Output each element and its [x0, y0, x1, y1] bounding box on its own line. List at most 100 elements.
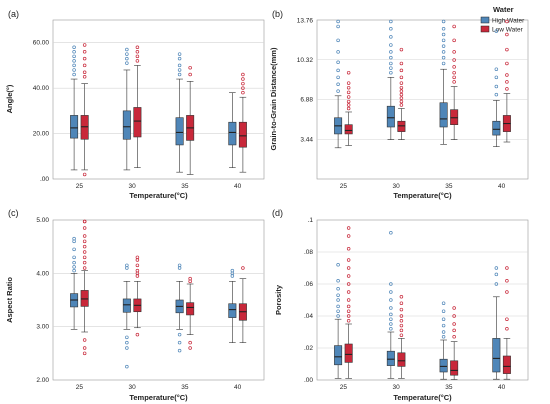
- outlier-point: [389, 231, 393, 235]
- outlier-point: [72, 255, 76, 260]
- outlier-point: [336, 279, 340, 283]
- outlier-point: [72, 63, 76, 68]
- box-high-water: [439, 301, 448, 380]
- y-tick-label: 20.00: [33, 131, 50, 138]
- x-tick-labels-a: 25 30 35 40: [76, 183, 242, 190]
- box-high-water: [175, 263, 184, 353]
- legend-label-low-water: Low Water: [492, 27, 524, 34]
- outlier-point: [494, 282, 499, 286]
- outlier-point: [82, 50, 87, 54]
- outlier-point: [452, 50, 456, 54]
- legend-title: Water: [493, 5, 514, 14]
- outlier-point: [346, 274, 351, 278]
- outlier-point: [177, 340, 182, 345]
- box-high-water: [70, 236, 79, 330]
- x-tick-label: 25: [340, 183, 348, 190]
- outlier-point: [389, 298, 393, 302]
- outlier-point: [336, 50, 340, 54]
- panel-label-a: (a): [8, 9, 19, 19]
- outlier-point: [346, 226, 351, 230]
- outlier-point: [82, 250, 87, 254]
- outlier-point: [452, 322, 456, 326]
- box-low-water: [344, 70, 353, 146]
- y-tick-label: 3.44: [300, 136, 313, 143]
- x-axis-label-d: Temperature(°C): [393, 393, 452, 402]
- plot-marks: [317, 19, 528, 149]
- outlier-point: [72, 260, 76, 265]
- outlier-point: [505, 279, 509, 283]
- box-low-water: [80, 43, 89, 177]
- y-axis-label-b: Grain-to-Grain Distance(mm): [269, 47, 278, 150]
- outlier-point: [505, 61, 509, 66]
- outlier-point: [399, 89, 404, 93]
- outlier-point: [389, 35, 393, 39]
- outlier-point: [389, 43, 393, 47]
- outlier-point: [399, 75, 404, 80]
- box-iqr: [492, 338, 501, 373]
- outlier-point: [82, 266, 87, 270]
- outlier-point: [505, 266, 509, 270]
- outlier-point: [441, 323, 446, 328]
- box-iqr: [450, 360, 459, 376]
- outlier-point: [399, 319, 404, 323]
- outlier-point: [82, 338, 87, 342]
- outlier-point: [125, 364, 129, 369]
- x-tick-label: 35: [181, 183, 189, 190]
- box-high-water: [228, 92, 237, 168]
- y-tick-label: .1: [308, 217, 314, 224]
- outlier-point: [441, 330, 446, 334]
- y-tick-label: .00: [40, 176, 49, 183]
- outlier-point: [346, 282, 351, 286]
- outlier-point: [452, 314, 456, 318]
- outlier-point: [82, 226, 87, 230]
- x-tick-label: 25: [76, 183, 84, 190]
- outlier-point: [452, 24, 456, 29]
- outlier-point: [399, 301, 404, 305]
- outlier-point: [336, 293, 340, 297]
- outlier-point: [82, 70, 87, 74]
- box-high-water: [439, 19, 448, 145]
- outlier-point: [505, 87, 509, 91]
- outlier-point: [82, 260, 87, 265]
- outlier-point: [346, 319, 351, 323]
- outlier-point: [177, 263, 182, 268]
- y-axis-label-d: Porosity: [274, 284, 283, 315]
- box-high-water: [70, 45, 79, 171]
- outlier-point: [125, 47, 129, 52]
- x-tick-label: 40: [498, 183, 506, 190]
- box-iqr: [439, 102, 448, 128]
- box-low-water: [133, 255, 142, 337]
- outlier-point: [346, 290, 351, 294]
- plot-marks: [317, 226, 528, 380]
- outlier-point: [177, 348, 182, 353]
- outlier-point: [72, 72, 76, 77]
- outlier-point: [346, 70, 351, 75]
- box-high-water: [386, 19, 395, 141]
- outlier-point: [441, 19, 446, 24]
- outlier-point: [135, 59, 140, 63]
- outlier-point: [389, 306, 393, 310]
- outlier-point: [452, 80, 456, 84]
- x-tick-label: 40: [234, 384, 242, 391]
- outlier-point: [82, 63, 87, 68]
- outlier-point: [72, 45, 76, 50]
- box-iqr: [228, 303, 237, 318]
- outlier-point: [177, 332, 182, 337]
- outlier-point: [135, 268, 140, 273]
- outlier-point: [494, 75, 499, 80]
- outlier-point: [505, 80, 509, 84]
- outlier-point: [441, 317, 446, 321]
- outlier-point: [241, 86, 245, 90]
- outlier-point: [82, 351, 87, 356]
- y-tick-label: 2.00: [36, 377, 49, 384]
- y-tick-label: 5.00: [36, 217, 49, 224]
- outlier-point: [336, 263, 340, 267]
- outlier-point: [72, 268, 76, 273]
- x-tick-label: 25: [340, 384, 348, 391]
- outlier-point: [441, 309, 446, 313]
- box-iqr: [133, 107, 142, 138]
- y-tick-labels-d: .00 .02 .04 .06 .08 .1: [304, 217, 313, 384]
- outlier-point: [505, 32, 509, 37]
- outlier-point: [336, 19, 340, 24]
- legend-swatch-high-water: [480, 16, 490, 24]
